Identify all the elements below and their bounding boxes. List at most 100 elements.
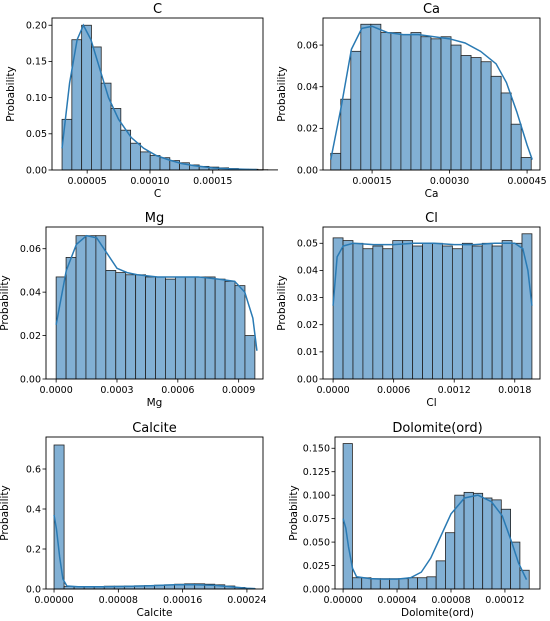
kde-curve xyxy=(342,494,528,580)
y-axis-label: Probability xyxy=(276,275,288,331)
histogram-bar xyxy=(510,541,521,590)
histogram-bar xyxy=(470,57,482,171)
histogram-bar xyxy=(520,157,532,171)
x-tick-label: 0.00016 xyxy=(163,595,202,606)
histogram-bar xyxy=(81,24,92,171)
y-tick-label: 0.2 xyxy=(26,544,41,555)
histogram-bar xyxy=(53,444,65,590)
x-tick-label: 0.00000 xyxy=(323,595,362,606)
histogram-bar xyxy=(460,55,472,171)
histogram-bar xyxy=(519,569,530,590)
chart-title: Cl xyxy=(425,211,438,226)
histogram-bar xyxy=(361,577,372,590)
histogram-bar xyxy=(402,240,414,380)
x-tick-label: 0.00024 xyxy=(227,595,266,606)
histogram-bar xyxy=(342,443,353,590)
histogram-bar xyxy=(100,82,112,171)
histogram-bar xyxy=(417,577,428,590)
y-tick-label: 0.075 xyxy=(303,514,330,525)
histogram-bar xyxy=(125,274,137,380)
histogram-bar xyxy=(420,36,432,171)
y-tick-label: 0.00 xyxy=(297,165,318,176)
x-tick-label: 0.00045 xyxy=(507,176,546,187)
y-tick-label: 0.100 xyxy=(303,490,330,501)
y-tick-label: 0.15 xyxy=(26,57,47,68)
histogram-bar xyxy=(463,491,474,590)
y-tick-label: 0.04 xyxy=(20,287,41,298)
histogram-bar xyxy=(370,23,382,171)
histogram-bar xyxy=(490,75,502,171)
y-tick-label: 0.00 xyxy=(20,374,41,385)
chart-title: C xyxy=(153,2,162,17)
histogram-bar xyxy=(472,492,484,590)
histogram-bar xyxy=(110,108,122,171)
histogram-bar xyxy=(482,497,493,590)
y-tick-label: 0.02 xyxy=(297,320,318,331)
histogram-bar xyxy=(500,92,512,171)
histogram-bar xyxy=(435,560,446,590)
histogram-bar xyxy=(130,142,141,171)
histogram-bar xyxy=(454,494,465,590)
axes-frame xyxy=(45,436,264,590)
y-tick-label: 0.00 xyxy=(26,165,47,176)
x-axis-label: C xyxy=(154,188,161,200)
y-tick-label: 0.025 xyxy=(303,561,330,572)
x-tick-label: 0.0012 xyxy=(438,385,471,396)
y-tick-label: 0.02 xyxy=(20,331,41,342)
y-axis-label: Probability xyxy=(0,275,11,331)
x-axis-label: Cl xyxy=(426,397,436,409)
y-tick-label: 0.0 xyxy=(26,584,41,595)
x-tick-label: 0.0003 xyxy=(100,385,133,396)
histogram-bar xyxy=(145,276,156,380)
histogram-bar xyxy=(360,23,372,171)
kde-curve xyxy=(61,23,257,171)
y-tick-label: 0.05 xyxy=(297,239,318,250)
histogram-bar xyxy=(115,272,127,380)
chart-panel-1: 0.00015 0.00030 0.00045 0.00 0.02 0.04 0.06 Ca C… xyxy=(276,2,547,200)
y-tick-label: 0.05 xyxy=(26,129,47,140)
y-tick-label: 0.03 xyxy=(297,293,318,304)
x-tick-label: 0.00010 xyxy=(130,176,169,187)
histogram-bar xyxy=(149,155,161,171)
histogram-bar xyxy=(481,242,493,380)
histogram-bar xyxy=(55,276,67,380)
axes-frame xyxy=(51,17,264,171)
axes-frame xyxy=(45,226,264,380)
x-tick-label: 0.00008 xyxy=(431,595,470,606)
histogram-bar xyxy=(214,278,226,380)
histogram-bar xyxy=(442,245,453,380)
y-tick-label: 0.000 xyxy=(303,584,330,595)
histogram-bar xyxy=(234,285,246,380)
histogram-bar xyxy=(521,233,533,380)
y-axis-label: Probability xyxy=(276,66,288,122)
y-axis-label: Probability xyxy=(0,485,11,541)
histogram-bar xyxy=(340,98,352,171)
x-tick-label: 0.00015 xyxy=(352,176,391,187)
histogram-bar xyxy=(471,245,483,380)
histogram-bar xyxy=(380,32,392,171)
histogram-bar xyxy=(342,240,354,380)
y-tick-label: 0.04 xyxy=(297,82,318,93)
histogram-bar xyxy=(174,276,186,380)
axes-frame xyxy=(334,436,541,590)
histogram-bar xyxy=(450,44,462,171)
y-tick-label: 0.4 xyxy=(26,504,41,515)
histogram-bar xyxy=(430,38,442,171)
histogram-bar xyxy=(244,335,256,380)
kde-curve xyxy=(53,514,255,590)
histogram-bar xyxy=(432,242,443,380)
histogram-bar xyxy=(85,235,97,380)
chart-panel-3: 0.0000 0.0006 0.0012 0.0018 0.00 0.01 0.02 0.03… xyxy=(276,211,541,409)
histogram-bar xyxy=(389,578,400,590)
x-tick-label: 0.0006 xyxy=(377,385,410,396)
x-tick-label: 0.00004 xyxy=(377,595,416,606)
y-tick-label: 0.02 xyxy=(297,124,318,135)
histogram-bar xyxy=(501,240,513,380)
histogram-bar xyxy=(510,123,522,171)
y-tick-label: 0.00 xyxy=(297,374,318,385)
histogram-bar xyxy=(440,36,452,171)
histogram-bar xyxy=(352,242,364,380)
x-tick-label: 0.0000 xyxy=(316,385,349,396)
y-tick-label: 0.150 xyxy=(303,444,330,455)
